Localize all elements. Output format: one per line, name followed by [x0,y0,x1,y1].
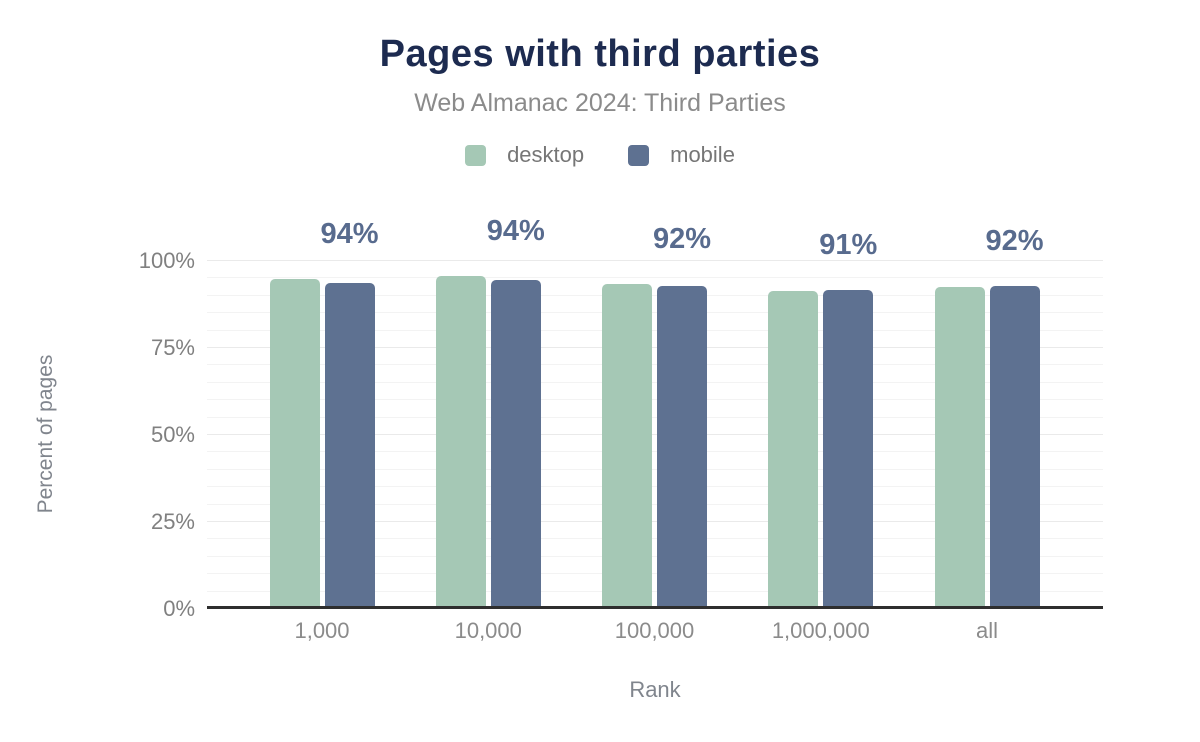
plot-area [207,260,1103,608]
bar-desktop-1000000[interactable] [768,290,819,606]
bar-desktop-10000[interactable] [435,276,486,606]
chart-title: Pages with third parties [379,33,821,75]
gridline-50 [207,434,1103,435]
bar-desktop-1000[interactable] [269,278,320,606]
x-axis-title: Rank [629,677,681,702]
bar-desktop-100000[interactable] [602,284,652,606]
gridline-35 [207,486,1103,488]
bar-mobile-1000000[interactable] [823,289,874,606]
gridline-55 [207,416,1103,418]
x-tick-label: 1,000,000 [771,618,870,643]
x-tick-label: 100,000 [614,618,695,643]
gridline-75 [207,347,1103,348]
y-axis-title: Percent of pages [34,354,57,514]
y-tick-label: 0% [163,596,195,621]
legend-label-desktop: desktop [507,142,585,167]
data-label: 94% [320,217,379,250]
chart-subtitle: Web Almanac 2024: Third Parties [414,89,786,117]
legend: desktop mobile [0,142,1200,168]
bar-mobile-1000[interactable] [324,282,375,606]
gridline-10 [207,573,1103,575]
gridline-90 [207,294,1103,296]
bar-mobile-100000[interactable] [657,286,707,606]
gridline-40 [207,468,1103,470]
gridline-80 [207,329,1103,331]
desktop-swatch-icon [465,144,487,166]
y-tick-label: 50% [150,422,195,447]
y-tick-label: 100% [138,248,195,273]
gridline-70 [207,364,1103,366]
gridline-5 [207,590,1103,592]
legend-label-mobile: mobile [670,142,735,167]
x-tick-label: all [975,618,998,643]
gridline-20 [207,538,1103,540]
gridline-95 [207,277,1103,279]
gridline-65 [207,381,1103,383]
gridline-85 [207,312,1103,314]
bar-mobile-10000[interactable] [490,280,541,606]
gridline-25 [207,521,1103,522]
data-label: 92% [652,223,712,256]
gridline-15 [207,555,1103,557]
y-tick-label: 75% [150,335,195,360]
bar-mobile-all[interactable] [989,286,1040,606]
legend-item-mobile[interactable]: mobile [628,142,735,168]
data-label: 91% [819,228,878,261]
mobile-swatch-icon [628,144,650,166]
data-label: 94% [486,215,545,248]
gridline-45 [207,451,1103,453]
y-tick-label: 25% [150,509,195,534]
gridline-100 [207,260,1103,261]
gridline-30 [207,503,1103,505]
legend-item-desktop[interactable]: desktop [465,142,584,168]
gridline-60 [207,399,1103,401]
x-tick-label: 1,000 [294,618,350,643]
bar-desktop-all[interactable] [934,286,985,606]
data-label: 92% [985,225,1044,258]
x-tick-label: 10,000 [454,618,522,643]
x-axis-baseline [207,606,1103,609]
